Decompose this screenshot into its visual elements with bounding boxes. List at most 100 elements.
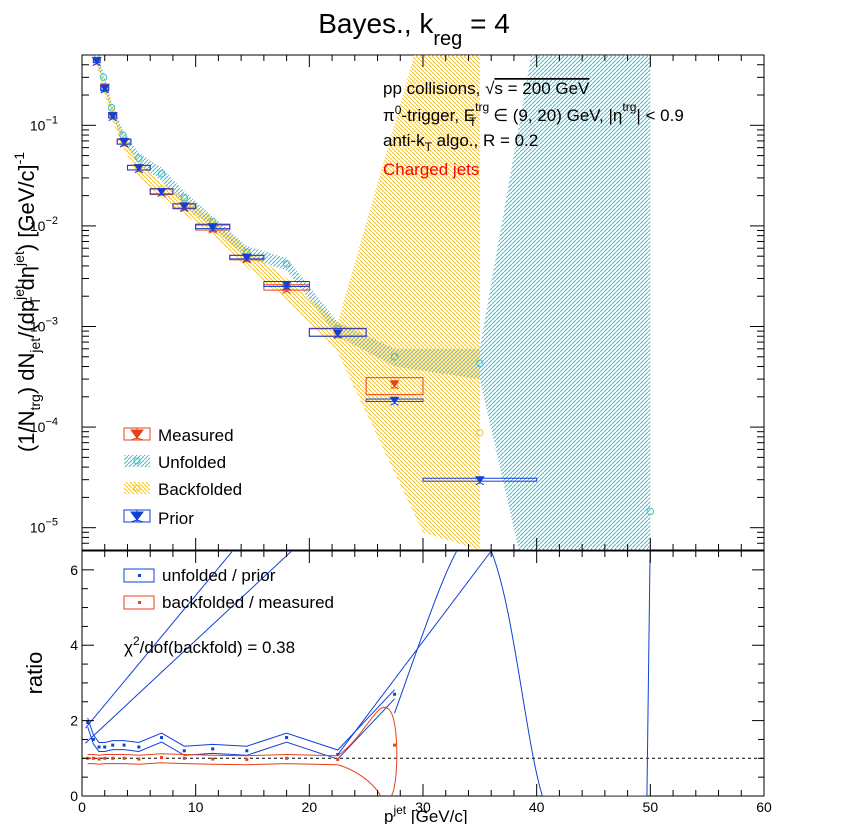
legend-unfolded-prior: unfolded / prior [123,566,276,585]
prior-point [133,164,144,174]
x-axis-label: pjet [GeV/c] [384,803,468,824]
top-y-tick-label: 10−5 [30,517,58,536]
prior-point [474,476,485,486]
prior-point [119,138,129,147]
prior-point [241,253,252,263]
bottom-legend: unfolded / prior backfolded / measured χ… [123,566,334,657]
top-legend: Measured Unfolded Backfolded Prior [123,426,242,528]
diagonal-line-lower [85,551,293,744]
legend-backfolded: Backfolded [124,480,242,499]
legend-unfolded: Unfolded [124,453,226,472]
annotation-trigger: π0-trigger, Etrg T ∈ (9, 20) GeV, |ηtrg| … [383,100,684,129]
backfolded-measured-point [245,757,249,761]
backfolded-measured-point [122,756,126,760]
unfolded-prior-point [211,747,215,751]
x-tick-label: 10 [188,799,204,815]
backfolded-measured-point [103,756,107,760]
chi2-annotation: χ2/dof(backfold) = 0.38 [124,634,295,657]
x-tick-label: 60 [756,799,772,815]
unfolded-prior-point [393,692,397,696]
unfolded-prior-envelope-upper [87,689,395,751]
unfolded-point [476,359,484,368]
unfolded-point [390,353,399,361]
x-tick-label: 0 [78,799,86,815]
annotation-algorithm: anti-kT algo., R = 0.2 [383,131,538,154]
backfolded-measured-point [182,756,186,760]
backfolded-measured-point [393,743,397,747]
legend-backfolded-label: Backfolded [158,480,242,499]
legend-backfolded-measured: backfolded / measured [123,593,334,612]
bottom-axes: 0 10 20 30 40 50 60 0 2 4 6 [70,550,772,815]
unfolded-point [99,73,108,82]
annotation-collisions: pp collisions, √s = 200 GeV [383,79,590,98]
legend-measured-label: Measured [158,426,234,445]
unfolded-band [96,55,651,550]
top-y-tick-label: 10−4 [30,416,58,435]
legend-measured: Measured [123,426,234,445]
prior-point [156,187,167,197]
bottom-marks [82,551,764,796]
y-tick-label: 4 [70,637,78,653]
prior-point [91,57,102,67]
legend-unfolded-label: Unfolded [158,453,226,472]
prior-point [99,84,110,94]
x-tick-label: 50 [643,799,659,815]
annotation-charged-jets: Charged jets [383,160,479,179]
x-tick-label: 30 [415,799,431,815]
unfolded-prior-point [160,736,164,740]
backfolded-measured-point [285,756,289,760]
unfolded-point [180,194,189,202]
top-y-tick-label: 10−2 [30,215,58,234]
top-bands [96,55,651,550]
unfolded-prior-point [245,749,249,753]
unfolded-prior-curve-edge [646,551,651,796]
top-y-tick-label: 10−1 [30,114,58,133]
backfolded-measured-point [137,757,141,761]
backfolded-measured-curve-tail [337,706,398,796]
x-tick-label: 40 [529,799,545,815]
unfolded-prior-point [111,743,115,747]
bottom-y-axis-label: ratio [22,652,47,695]
backfolded-point [476,428,484,437]
unfolded-prior-point [182,749,186,753]
unfolded-prior-point [137,745,141,749]
legend-prior: Prior [123,509,194,528]
prior-point [281,281,292,291]
unfolded-point [157,170,166,178]
top-y-axis: 10−5 10−4 10−3 10−2 10−1 [30,54,765,551]
unfolded-prior-point [122,743,126,747]
backfolded-measured-curve-lower-tail [337,764,382,796]
top-y-axis-label: (1/Ntrg) dNjet/(dpjetT dηjet) [GeV/c]-1 [11,152,43,452]
measured-point [389,380,400,390]
unfolded-prior-point [97,745,101,749]
backfolded-measured-point [91,756,95,760]
legend-backfolded-measured-label: backfolded / measured [162,593,334,612]
prior-point [207,223,218,233]
x-tick-label: 20 [302,799,318,815]
unfolded-prior-point [91,737,95,741]
unfolded-prior-curve-tail [394,551,543,796]
backfolded-measured-envelope-upper [87,753,338,757]
backfolded-measured-point [211,757,215,761]
y-tick-label: 0 [70,788,78,804]
backfolded-measured-point [97,757,101,761]
top-marks [91,55,655,516]
unfolded-prior-point [336,753,340,757]
y-tick-label: 2 [70,713,78,729]
unfolded-point [646,507,655,516]
measured-box [365,377,424,396]
backfolded-measured-envelope-lower [87,762,338,766]
unfolded-prior-point [103,745,107,749]
prior-point [179,202,190,212]
diagonal-line-tail [337,551,492,755]
top-y-tick-label: 10−3 [30,315,58,334]
unfolded-prior-point [285,736,289,740]
unfolded-prior-envelope-lower [87,698,395,760]
backfolded-measured-point [336,757,340,761]
diagonal-line-upper [85,551,234,729]
unfolded-point [282,260,291,268]
legend-unfolded-prior-label: unfolded / prior [162,566,276,585]
legend-prior-label: Prior [158,509,194,528]
figure-title: Bayes., kreg = 4 [318,8,510,50]
